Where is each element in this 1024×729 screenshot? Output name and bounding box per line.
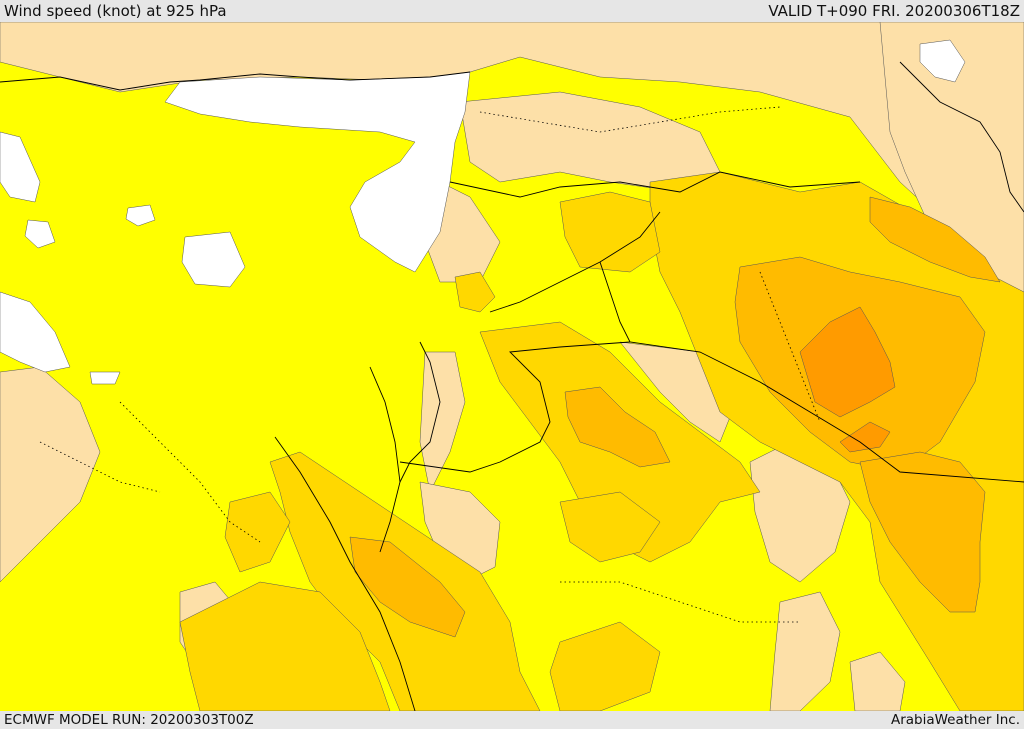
iran-border — [899, 61, 1024, 213]
model-run: ECMWF MODEL RUN: 20200303T00Z — [4, 712, 254, 728]
jordan-iraq-border — [599, 261, 1024, 483]
mediterranean-sea-islet-2 — [24, 219, 56, 249]
aegean-sea — [0, 131, 41, 203]
strong-area-iraq-south — [839, 421, 891, 453]
administrative-boundaries — [39, 106, 821, 623]
calm-area-egypt-west — [0, 366, 101, 583]
coastline-north — [0, 71, 471, 91]
calm-area-saudi-south — [769, 591, 841, 711]
country-borders — [0, 61, 1024, 711]
calm-area-gulf-coast — [849, 651, 906, 711]
valid-time: VALID T+090 FRI. 20200306T18Z — [768, 2, 1020, 20]
fresh-area-iraq-north — [869, 196, 1001, 283]
jordan-saudi-border — [399, 341, 631, 473]
egypt-saudi-red-sea-border — [274, 436, 416, 711]
moderate-area-egypt-central — [224, 491, 291, 573]
fresh-area-gulf — [859, 451, 986, 613]
credit-label: ArabiaWeather Inc. — [890, 712, 1020, 728]
fresh-area-saudi — [564, 386, 671, 468]
moderate-area-syria — [559, 191, 661, 273]
moderate-area-egypt-south — [179, 581, 391, 711]
levant-coast-strip — [89, 371, 121, 385]
fresh-area-red-sea — [349, 536, 466, 638]
strong-area-iraq — [799, 306, 896, 418]
map-title: Wind speed (knot) at 925 hPa — [4, 2, 227, 20]
lake-van — [919, 39, 966, 83]
mediterranean-sea-west — [0, 291, 71, 373]
strong-wind-areas — [799, 306, 896, 453]
mediterranean-sea-island — [181, 231, 246, 288]
calm-wind-areas — [0, 22, 1024, 711]
map-footer: ECMWF MODEL RUN: 20200303T00Z ArabiaWeat… — [0, 711, 1024, 729]
wind-speed-map — [0, 22, 1024, 711]
calm-area-sinai-strip — [419, 351, 466, 493]
map-header: Wind speed (knot) at 925 hPa VALID T+090… — [0, 0, 1024, 22]
sinai-border — [369, 366, 401, 553]
moderate-area-saudi-south — [549, 621, 661, 711]
syria-iraq-border — [489, 211, 661, 313]
sea-areas — [0, 39, 966, 385]
mediterranean-sea-islet-1 — [125, 204, 156, 227]
admin-line-egypt — [119, 401, 261, 543]
moderate-area-saudi-north — [559, 491, 661, 563]
admin-line-anatolia — [479, 106, 781, 133]
turkey-syria-border — [449, 171, 861, 198]
gulf-aqaba-coast — [399, 341, 441, 483]
moderate-area-lebanon — [454, 271, 496, 313]
map-canvas — [0, 22, 1024, 711]
